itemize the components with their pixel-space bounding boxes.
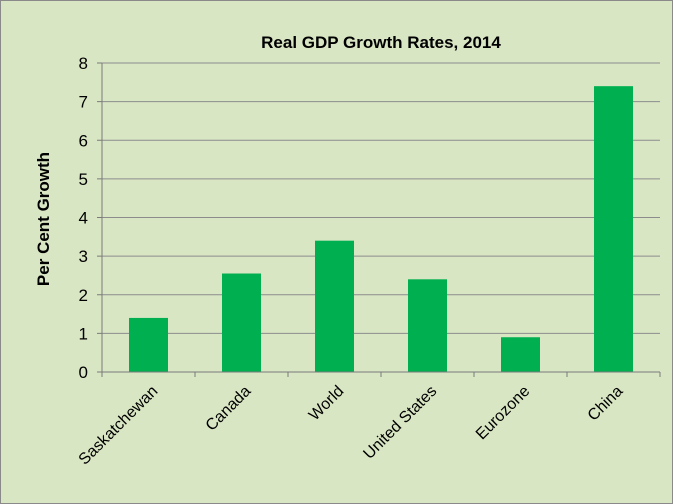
axes bbox=[97, 62, 661, 377]
bar bbox=[315, 240, 354, 372]
y-tick-label: 1 bbox=[79, 324, 88, 343]
x-tick-label: Saskatchewan bbox=[76, 383, 162, 469]
chart-title: Real GDP Growth Rates, 2014 bbox=[261, 33, 501, 52]
y-axis-label: Per Cent Growth bbox=[34, 152, 53, 286]
y-tick-label: 3 bbox=[79, 247, 88, 266]
bar bbox=[594, 86, 633, 373]
bars bbox=[129, 86, 633, 373]
y-tick-labels: 0 1 2 3 4 5 6 7 8 bbox=[79, 54, 88, 382]
y-tick-label: 8 bbox=[79, 54, 88, 73]
x-tick-label: China bbox=[585, 383, 627, 425]
bar bbox=[408, 279, 447, 372]
y-tick-label: 7 bbox=[79, 93, 88, 112]
x-tick-label: United States bbox=[360, 383, 440, 463]
bar bbox=[501, 337, 540, 372]
y-tick-label: 5 bbox=[79, 170, 88, 189]
x-tick-label: Eurozone bbox=[473, 383, 534, 444]
y-tick-label: 0 bbox=[79, 363, 88, 382]
x-tick-labels: Saskatchewan Canada World United States Euro… bbox=[76, 383, 627, 469]
gridlines bbox=[102, 62, 660, 334]
y-tick-label: 6 bbox=[79, 131, 88, 150]
y-tick-label: 2 bbox=[79, 286, 88, 305]
x-tick-label: Canada bbox=[203, 383, 255, 435]
bar bbox=[222, 273, 261, 372]
y-tick-label: 4 bbox=[79, 209, 88, 228]
bar bbox=[129, 317, 168, 372]
x-tick-label: World bbox=[306, 383, 347, 424]
